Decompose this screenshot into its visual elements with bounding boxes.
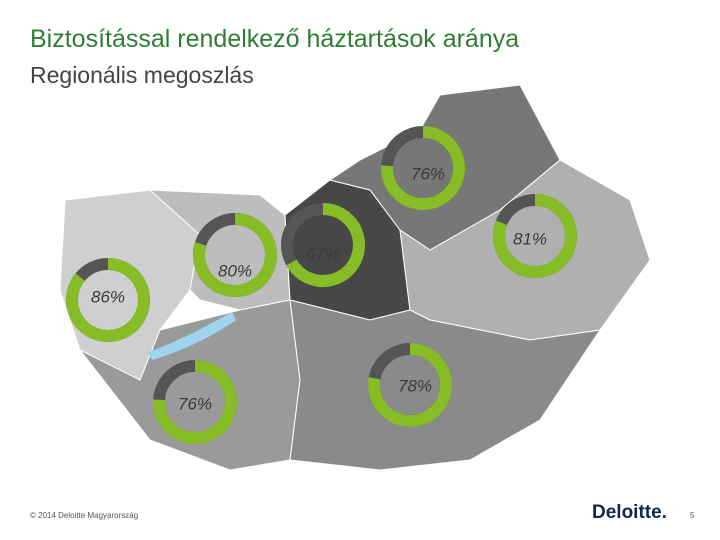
copyright: © 2014 Deloitte Magyarország — [30, 511, 138, 520]
slide-title: Biztosítással rendelkező háztartások ará… — [30, 25, 519, 53]
page-number: 5 — [690, 511, 695, 520]
slide-subtitle: Regionális megoszlás — [30, 62, 254, 88]
map — [59, 84, 651, 471]
value-label: 67% — [306, 244, 340, 263]
donut-arc — [368, 343, 452, 427]
donut-arc — [493, 194, 577, 278]
donut-arc — [193, 213, 277, 297]
donut-arc — [66, 258, 150, 342]
logo: Deloitte. — [592, 502, 667, 523]
donut-arc — [153, 360, 237, 444]
value-label: 78% — [398, 376, 432, 395]
value-label: 76% — [178, 394, 212, 413]
value-label: 86% — [91, 287, 125, 306]
lake — [148, 312, 236, 360]
value-label: 80% — [218, 261, 252, 280]
value-label: 76% — [411, 164, 445, 183]
donut-arc — [381, 126, 465, 210]
donuts: 76% 81% 67% 80% 86% 76% 78% — [66, 126, 577, 444]
value-label: 81% — [513, 229, 547, 248]
donut-arc — [286, 203, 365, 287]
